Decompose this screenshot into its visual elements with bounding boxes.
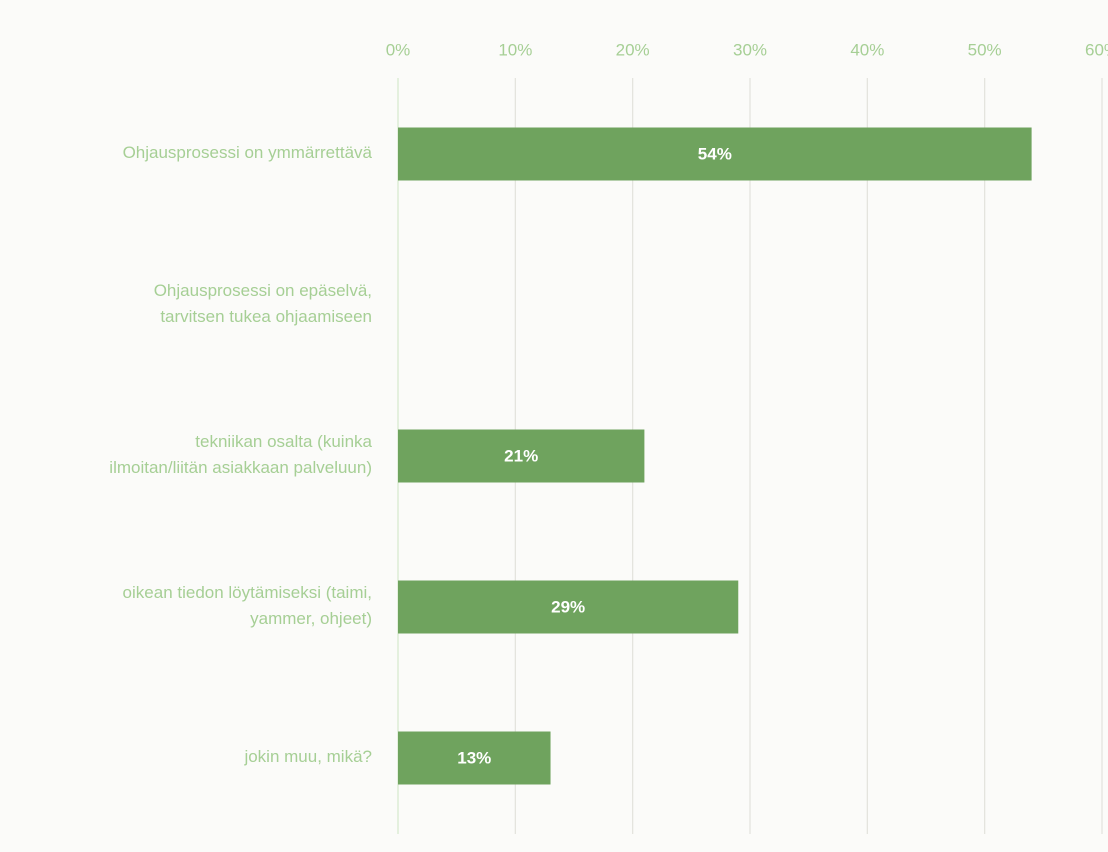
x-tick-label: 20%: [616, 40, 650, 59]
bar: [398, 580, 739, 634]
category-label: Ohjausprosessi on ymmärrettävä: [123, 143, 373, 162]
category-label: Ohjausprosessi on epäselvä, tarvitsen tuk…: [154, 281, 372, 326]
x-tick-label: 50%: [968, 40, 1002, 59]
category-label: tekniikan osalta (kuinka ilmoitan/liitän …: [109, 432, 372, 477]
bar: [398, 429, 645, 483]
data-label: 13%: [457, 748, 491, 767]
data-label: 29%: [551, 597, 585, 616]
bar: [398, 731, 551, 785]
x-tick-label: 10%: [498, 40, 532, 59]
bar: [398, 127, 1032, 181]
x-tick-label: 40%: [850, 40, 884, 59]
x-tick-label: 30%: [733, 40, 767, 59]
category-labels: Ohjausprosessi on ymmärrettävä Ohjauspros…: [109, 143, 372, 766]
data-label: 54%: [698, 144, 732, 163]
data-labels: 54% 21% 29% 13%: [457, 144, 732, 767]
category-label: jokin muu, mikä?: [243, 747, 372, 766]
category-label: oikean tiedon löytämiseksi (taimi, yammer…: [123, 583, 372, 628]
x-tick-label: 0%: [386, 40, 411, 59]
x-axis-ticks: 0% 10% 20% 30% 40% 50% 60%: [386, 40, 1108, 59]
bars: [398, 127, 1032, 785]
data-label: 21%: [504, 446, 538, 465]
x-tick-label: 60%: [1085, 40, 1108, 59]
